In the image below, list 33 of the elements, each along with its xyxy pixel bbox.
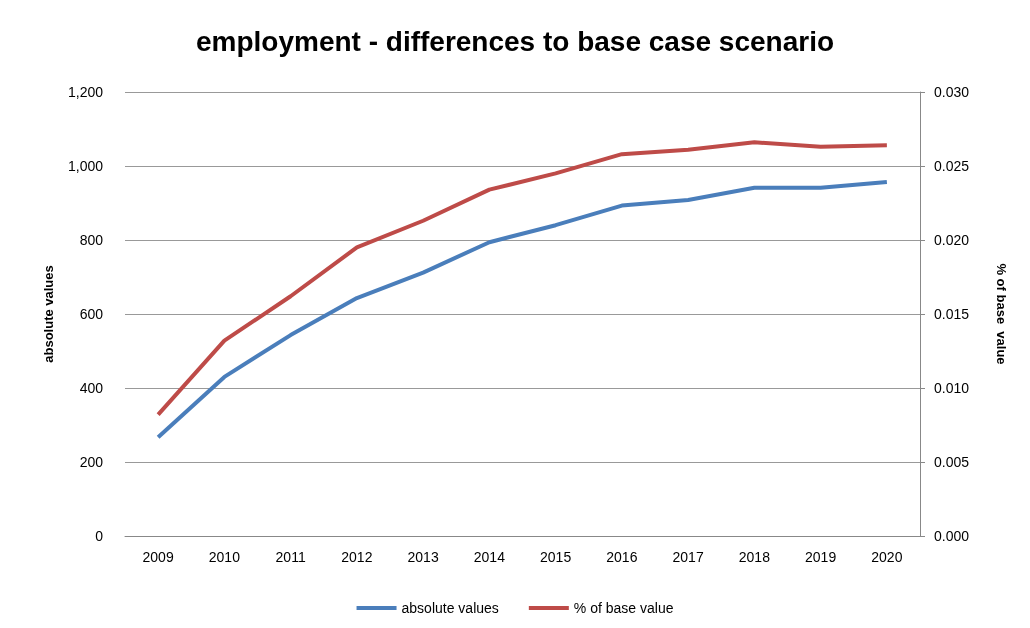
chart-title: employment - differences to base case scenario	[195, 25, 835, 57]
y2-tick-label: 0.000	[934, 528, 970, 544]
x-tick-label: 2009	[142, 549, 174, 565]
y2-tick-label: 0.030	[934, 84, 970, 100]
y2-tick-label: 0.010	[934, 380, 970, 396]
y-tick-label: 200	[79, 454, 104, 470]
x-tick-label: 2011	[275, 549, 306, 565]
y2-tick-label: 0.005	[934, 454, 970, 470]
legend-label: % of base value	[573, 600, 674, 616]
y-tick-label: 1,200	[67, 84, 104, 100]
x-tick-label: 2020	[871, 549, 903, 565]
y-axis-title: absolute values	[41, 265, 56, 363]
x-tick-label: 2015	[540, 549, 572, 565]
y-tick-label: 400	[79, 380, 104, 396]
legend-label: absolute values	[401, 600, 499, 616]
x-tick-label: 2016	[606, 549, 638, 565]
y-tick-label: 600	[79, 306, 104, 322]
x-tick-label: 2019	[805, 549, 837, 565]
y-tick-label: 1,000	[67, 158, 104, 174]
y-tick-label: 800	[79, 232, 104, 248]
line-series	[156, 179, 889, 440]
line-series	[156, 140, 889, 417]
x-tick-label: 2010	[208, 549, 241, 565]
y2-tick-label: 0.025	[934, 158, 970, 174]
y2-axis-title: % of base value	[994, 263, 1009, 365]
x-tick-label: 2018	[738, 549, 771, 565]
y-tick-label: 0	[95, 528, 104, 544]
x-tick-label: 2014	[473, 549, 506, 565]
x-tick-label: 2012	[341, 549, 373, 565]
x-tick-label: 2017	[672, 549, 704, 565]
x-tick-label: 2013	[407, 549, 439, 565]
y2-tick-label: 0.020	[934, 232, 970, 248]
y2-tick-label: 0.015	[934, 306, 970, 322]
